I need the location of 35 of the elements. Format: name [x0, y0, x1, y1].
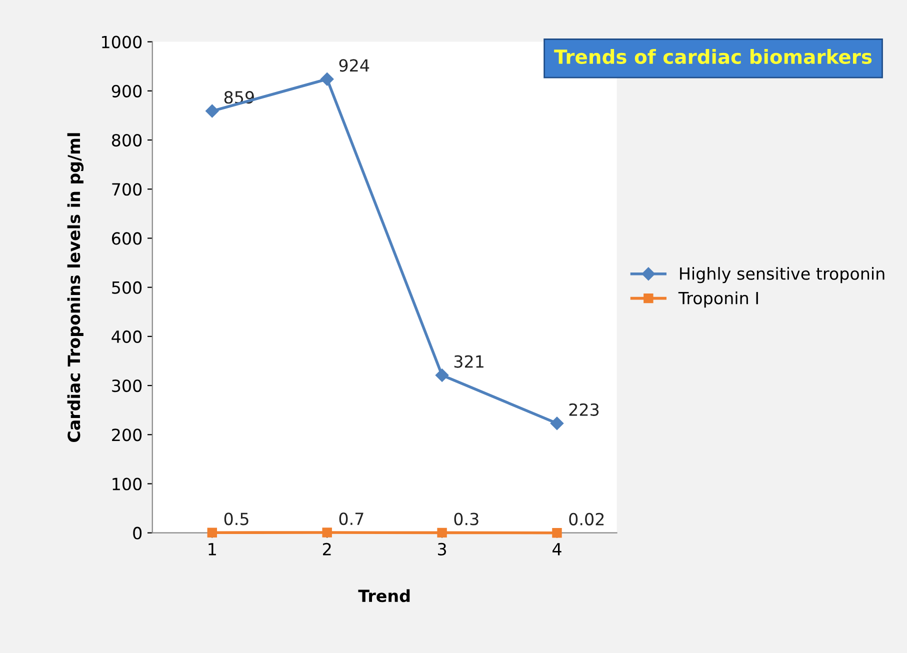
y-axis-title: Cardiac Troponins levels in pg/ml [67, 133, 84, 442]
y-tick-label: 400 [112, 330, 142, 343]
point [437, 528, 447, 538]
legend-label: Highly sensitive troponin [680, 267, 884, 284]
x-tick-label: 2 [323, 542, 331, 556]
y-tick-label: 500 [112, 281, 142, 294]
x-tick-label: 3 [438, 542, 446, 556]
point [206, 104, 219, 118]
point [435, 368, 449, 382]
legend-label: Troponin I [678, 291, 758, 308]
x-axis-title: Trend [358, 589, 410, 602]
text: Trends of cardiac biomarkers [554, 48, 872, 64]
y-tick-label: 100 [112, 478, 142, 490]
y-tick-label: 600 [112, 232, 142, 245]
point [322, 528, 332, 538]
data-label: 0.7 [339, 512, 364, 526]
y-tick-label: 700 [112, 183, 142, 196]
y-tick-label: 300 [112, 379, 142, 392]
point [552, 528, 562, 538]
y-tick-label: 900 [112, 84, 142, 98]
x-tick-label: 4 [552, 543, 562, 556]
x-tick-label: 1 [208, 543, 216, 556]
y-tick-label: 200 [112, 428, 142, 442]
data-label: 223 [569, 403, 599, 416]
y-tick-label: 800 [112, 134, 142, 147]
data-label: 321 [454, 355, 484, 368]
point [320, 72, 334, 86]
data-label: 924 [339, 59, 370, 72]
point [207, 528, 218, 538]
data-label: 0.3 [454, 512, 478, 526]
data-label: 0.5 [224, 512, 248, 526]
y-tick-label: 0 [133, 526, 142, 540]
point [550, 416, 564, 430]
data-label: 0.02 [569, 512, 604, 526]
y-tick-label: 1000 [102, 36, 142, 48]
